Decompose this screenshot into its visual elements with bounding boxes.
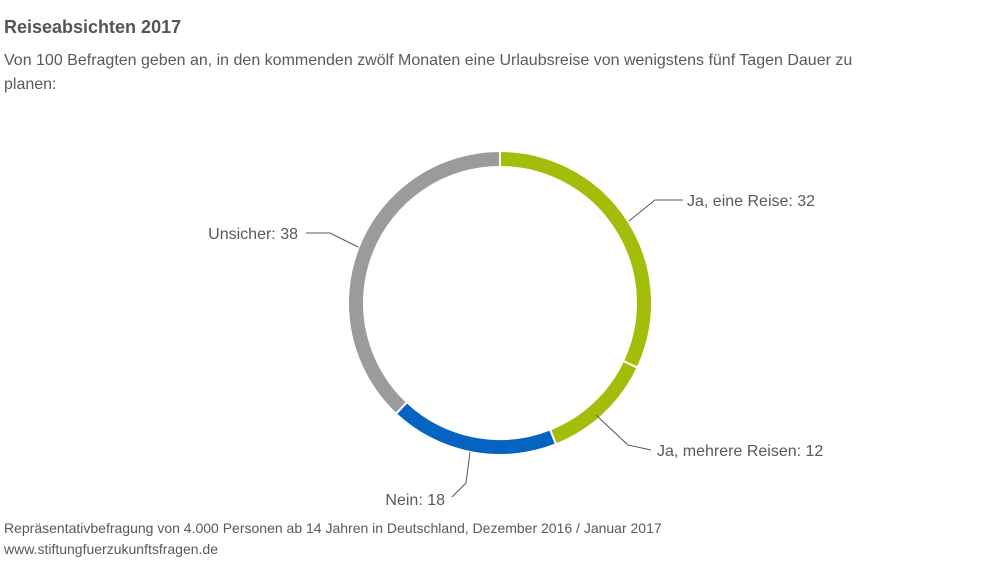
footer: Repräsentativbefragung von 4.000 Persone…	[4, 518, 662, 560]
leader-line	[306, 232, 359, 248]
data-label: Unsicher: 38	[208, 226, 298, 243]
leader-line	[595, 414, 652, 451]
chart-subtitle: Von 100 Befragten geben an, in den komme…	[4, 52, 853, 93]
slice-ja-mehrere-reisen	[548, 359, 639, 446]
data-label: Nein: 18	[385, 492, 445, 509]
slice-ja-eine-reise	[499, 149, 653, 370]
footer-note: Repräsentativbefragung von 4.000 Persone…	[4, 520, 662, 536]
leader-line	[451, 451, 471, 498]
data-label: Ja, mehrere Reisen: 12	[657, 443, 823, 460]
slice-unsicher	[347, 149, 501, 416]
footer-source: www.stiftungfuerzukunftsfragen.de	[4, 541, 219, 557]
leader-line	[628, 199, 683, 222]
chart-title: Reiseabsichten 2017	[4, 17, 182, 37]
data-label: Ja, eine Reise: 32	[687, 193, 815, 210]
slice-nein	[394, 400, 558, 456]
